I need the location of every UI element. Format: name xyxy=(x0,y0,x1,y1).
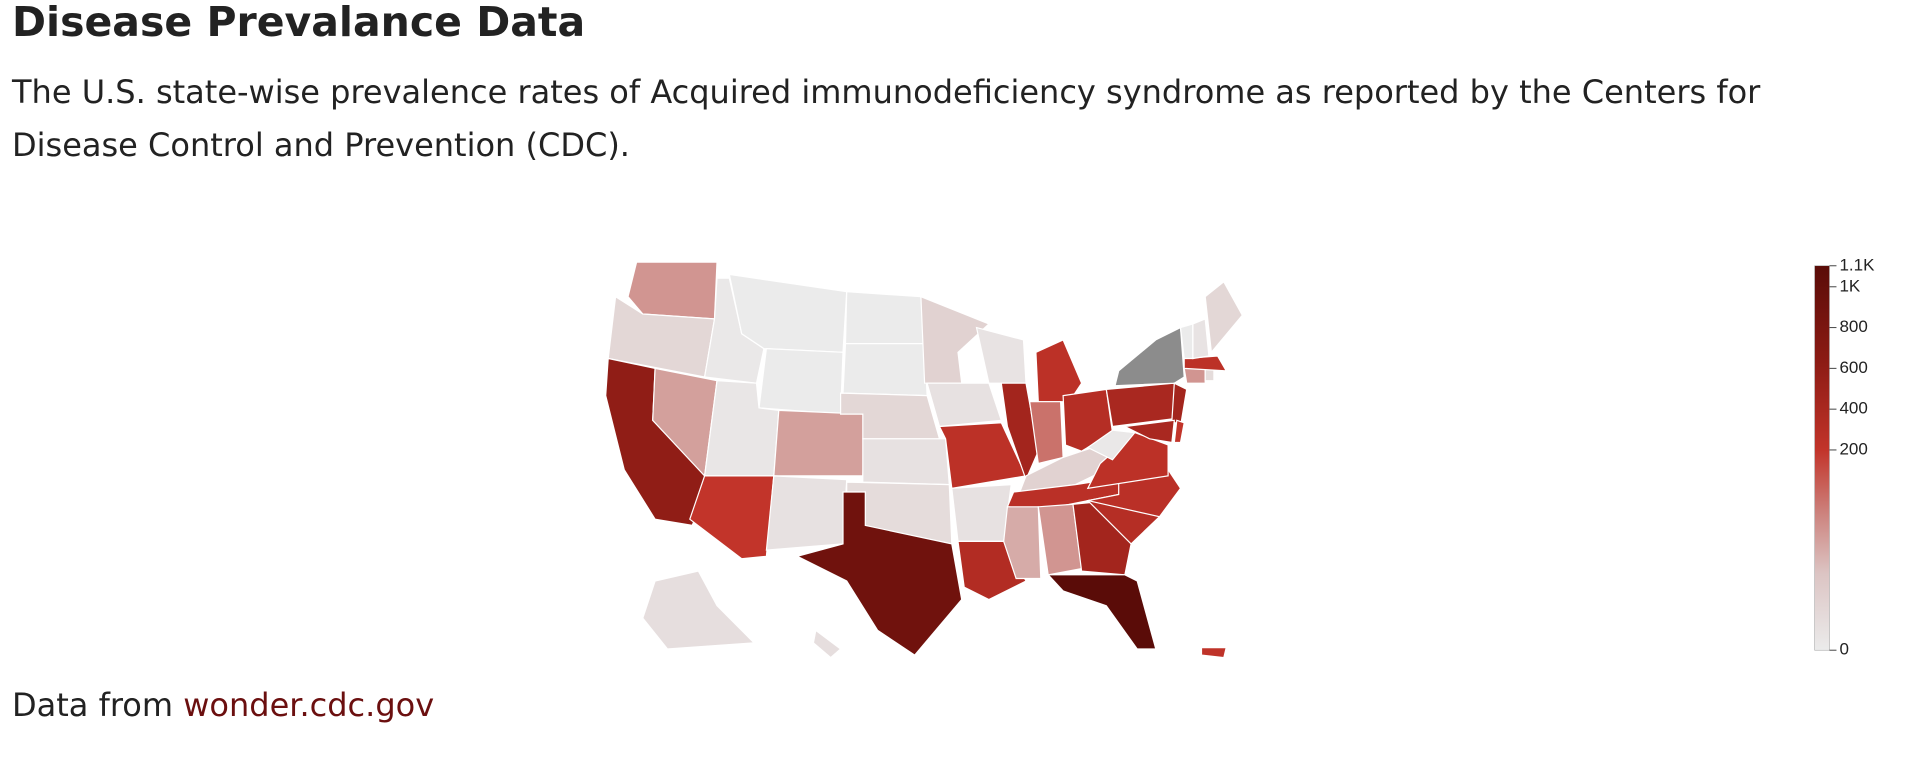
state-region xyxy=(842,343,928,397)
state-region xyxy=(862,438,950,486)
state-region xyxy=(1086,429,1136,461)
footer: Data from wonder.cdc.gov xyxy=(12,686,434,724)
state-region xyxy=(975,326,1027,384)
state-region xyxy=(920,295,991,384)
state-region xyxy=(926,382,1003,428)
state-region xyxy=(1035,339,1083,403)
state-region xyxy=(689,475,775,560)
colorbar-tick-label: 0 xyxy=(1839,640,1848,659)
footer-text: Data from xyxy=(12,686,174,724)
state-region xyxy=(1046,574,1157,650)
state-region xyxy=(1105,382,1182,428)
state-region xyxy=(765,475,848,551)
source-link[interactable]: wonder.cdc.gov xyxy=(183,686,435,724)
state-region xyxy=(938,422,1027,489)
state-region xyxy=(1173,419,1185,444)
state-region xyxy=(758,347,844,415)
state-region xyxy=(951,483,1012,543)
state-region xyxy=(1204,280,1244,354)
colorbar xyxy=(1814,265,1830,651)
state-region xyxy=(795,491,963,656)
state-region xyxy=(812,629,842,659)
state-region xyxy=(642,570,756,650)
state-region xyxy=(844,291,926,345)
page-title: Disease Prevalance Data xyxy=(12,0,586,46)
state-region xyxy=(703,277,765,384)
state-region xyxy=(1000,382,1039,482)
choropleth-map: 0 200 400 600 800 1K 1.1K xyxy=(605,255,1875,659)
colorbar-tick-label: 400 xyxy=(1839,399,1867,418)
colorbar-tick-label: 800 xyxy=(1839,317,1867,336)
state-region xyxy=(1122,419,1175,444)
colorbar-tick-label: 1K xyxy=(1839,276,1860,295)
state-region xyxy=(1200,647,1227,659)
state-region xyxy=(773,409,866,477)
colorbar-tick-label: 1.1K xyxy=(1839,255,1875,274)
colorbar-tick-label: 200 xyxy=(1839,439,1867,458)
description: The U.S. state-wise prevalence rates of … xyxy=(12,73,1761,164)
state-region xyxy=(1192,318,1210,360)
state-region xyxy=(1003,506,1042,580)
colorbar-tick-label: 600 xyxy=(1839,358,1867,377)
state-region xyxy=(1114,326,1185,387)
state-region xyxy=(627,261,718,320)
